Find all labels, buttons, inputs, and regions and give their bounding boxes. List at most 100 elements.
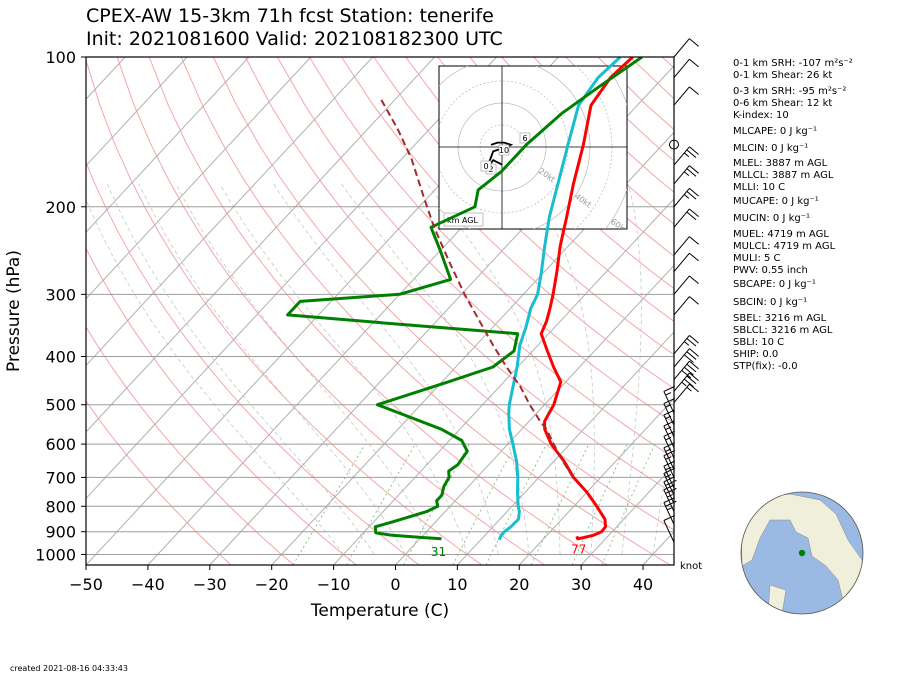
wind-barb	[663, 484, 677, 512]
wind-barb	[673, 187, 699, 208]
wind-barb	[663, 476, 677, 504]
index-item: STP(fix): -0.0	[733, 361, 798, 372]
y-tick-label: 500	[45, 396, 76, 415]
barb-half-flag	[683, 194, 690, 199]
barb-flag	[686, 149, 697, 158]
hodograph-ring-label: 80kt	[645, 242, 665, 260]
index-item: 0-6 km Shear: 12 kt	[733, 98, 833, 109]
mixing-ratio-line	[292, 443, 366, 565]
barb-half-flag	[665, 466, 672, 471]
barb-shaft	[673, 236, 690, 256]
index-item: MLLCL: 3887 m AGL	[733, 170, 834, 181]
barb-flag	[689, 360, 699, 370]
y-tick-label: 300	[45, 285, 76, 304]
x-tick-label: 40	[633, 575, 653, 594]
barb-shaft	[673, 335, 690, 355]
barb-flag	[665, 487, 677, 494]
isotherm	[0, 57, 1, 565]
wind-barb	[673, 360, 699, 380]
x-tick-label: −30	[193, 575, 227, 594]
barb-flag	[663, 430, 675, 437]
profile-lines	[286, 57, 643, 541]
wind-barb	[673, 86, 699, 106]
dry-adiabat	[116, 57, 545, 565]
globe-outline	[740, 491, 864, 615]
barb-shaft	[673, 296, 690, 316]
barb-flag	[689, 187, 699, 197]
wind-barb	[673, 275, 699, 295]
moist-adiabat	[341, 183, 530, 555]
wind-barb	[673, 372, 699, 392]
hodograph-height-box	[498, 144, 510, 156]
barb-flag	[689, 236, 699, 245]
y-tick-label: 900	[45, 523, 76, 542]
skewt-grid	[0, 57, 674, 565]
barb-shaft	[673, 383, 690, 403]
wind-barb	[673, 208, 699, 228]
barb-half-flag	[683, 171, 690, 176]
chart-subtitle: Init: 2021081600 Valid: 202108182300 UTC	[86, 28, 503, 50]
wind-barb	[673, 252, 699, 272]
index-item: MULI: 5 C	[733, 253, 781, 264]
temperature-line	[539, 57, 634, 541]
index-item: SHIP: 0.0	[733, 349, 779, 360]
dry-adiabat	[148, 57, 608, 565]
barb-shaft	[673, 58, 690, 78]
barb-flag	[663, 450, 675, 457]
barb-flag	[665, 479, 677, 486]
dry-adiabat	[212, 57, 674, 531]
y-tick-label: 200	[45, 198, 76, 217]
index-item: MLCIN: 0 J kg⁻¹	[733, 143, 809, 154]
barb-flag	[686, 211, 697, 221]
barb-half-flag	[683, 152, 690, 158]
wind-barb	[673, 38, 699, 58]
hodograph-height-box	[480, 160, 492, 172]
hodograph-height-label: 6	[522, 134, 527, 143]
barb-flag	[689, 252, 699, 262]
barb-flag	[663, 385, 675, 392]
index-item: MUCIN: 0 J kg⁻¹	[733, 213, 811, 224]
barb-flag	[686, 191, 697, 200]
dry-adiabat	[373, 57, 674, 356]
barb-shaft	[673, 252, 690, 272]
barb-shaft	[663, 520, 675, 543]
x-tick-label: 0	[390, 575, 400, 594]
calm-circle	[669, 139, 679, 150]
x-axis-label: Temperature (C)	[310, 601, 449, 621]
wind-barb	[663, 430, 675, 459]
index-item: MLEL: 3887 m AGL	[733, 158, 828, 169]
barb-flag	[689, 208, 699, 218]
hodograph-height-box	[519, 132, 531, 144]
barb-shaft	[673, 38, 690, 58]
y-tick-label: 600	[45, 435, 76, 454]
moist-adiabat	[175, 183, 437, 555]
barb-flag	[689, 38, 699, 47]
wind-barb	[673, 236, 699, 256]
dry-adiabat	[86, 326, 295, 565]
moist-adiabat	[219, 183, 468, 555]
barb-flag	[689, 296, 699, 305]
index-item: MLCAPE: 0 J kg⁻¹	[733, 126, 818, 137]
chart-title: CPEX-AW 15-3km 71h fcst Station: tenerif…	[86, 5, 494, 27]
barb-shaft	[673, 146, 690, 166]
moist-adiabat	[138, 183, 406, 555]
barb-shaft	[673, 275, 690, 295]
wind-barb	[673, 146, 699, 166]
dry-adiabat	[86, 247, 357, 565]
wetbulb-line	[497, 57, 622, 541]
index-item: SBEL: 3216 m AGL	[733, 313, 827, 324]
dry-adiabat	[86, 58, 483, 565]
isotherm	[86, 57, 188, 167]
isotherm	[333, 198, 674, 565]
x-tick-label: 20	[509, 575, 529, 594]
barb-flag	[689, 383, 699, 393]
index-item: K-index: 10	[733, 110, 789, 121]
barb-flag	[683, 378, 694, 388]
barb-half-flag	[665, 392, 672, 396]
x-tick-label: −20	[255, 575, 289, 594]
barb-flag	[689, 146, 699, 155]
parcel-line	[378, 95, 574, 478]
isotherm	[86, 57, 436, 433]
index-item: 0-3 km SRH: -95 m²s⁻²	[733, 86, 847, 97]
temperature-surface-label: 77	[571, 542, 586, 556]
